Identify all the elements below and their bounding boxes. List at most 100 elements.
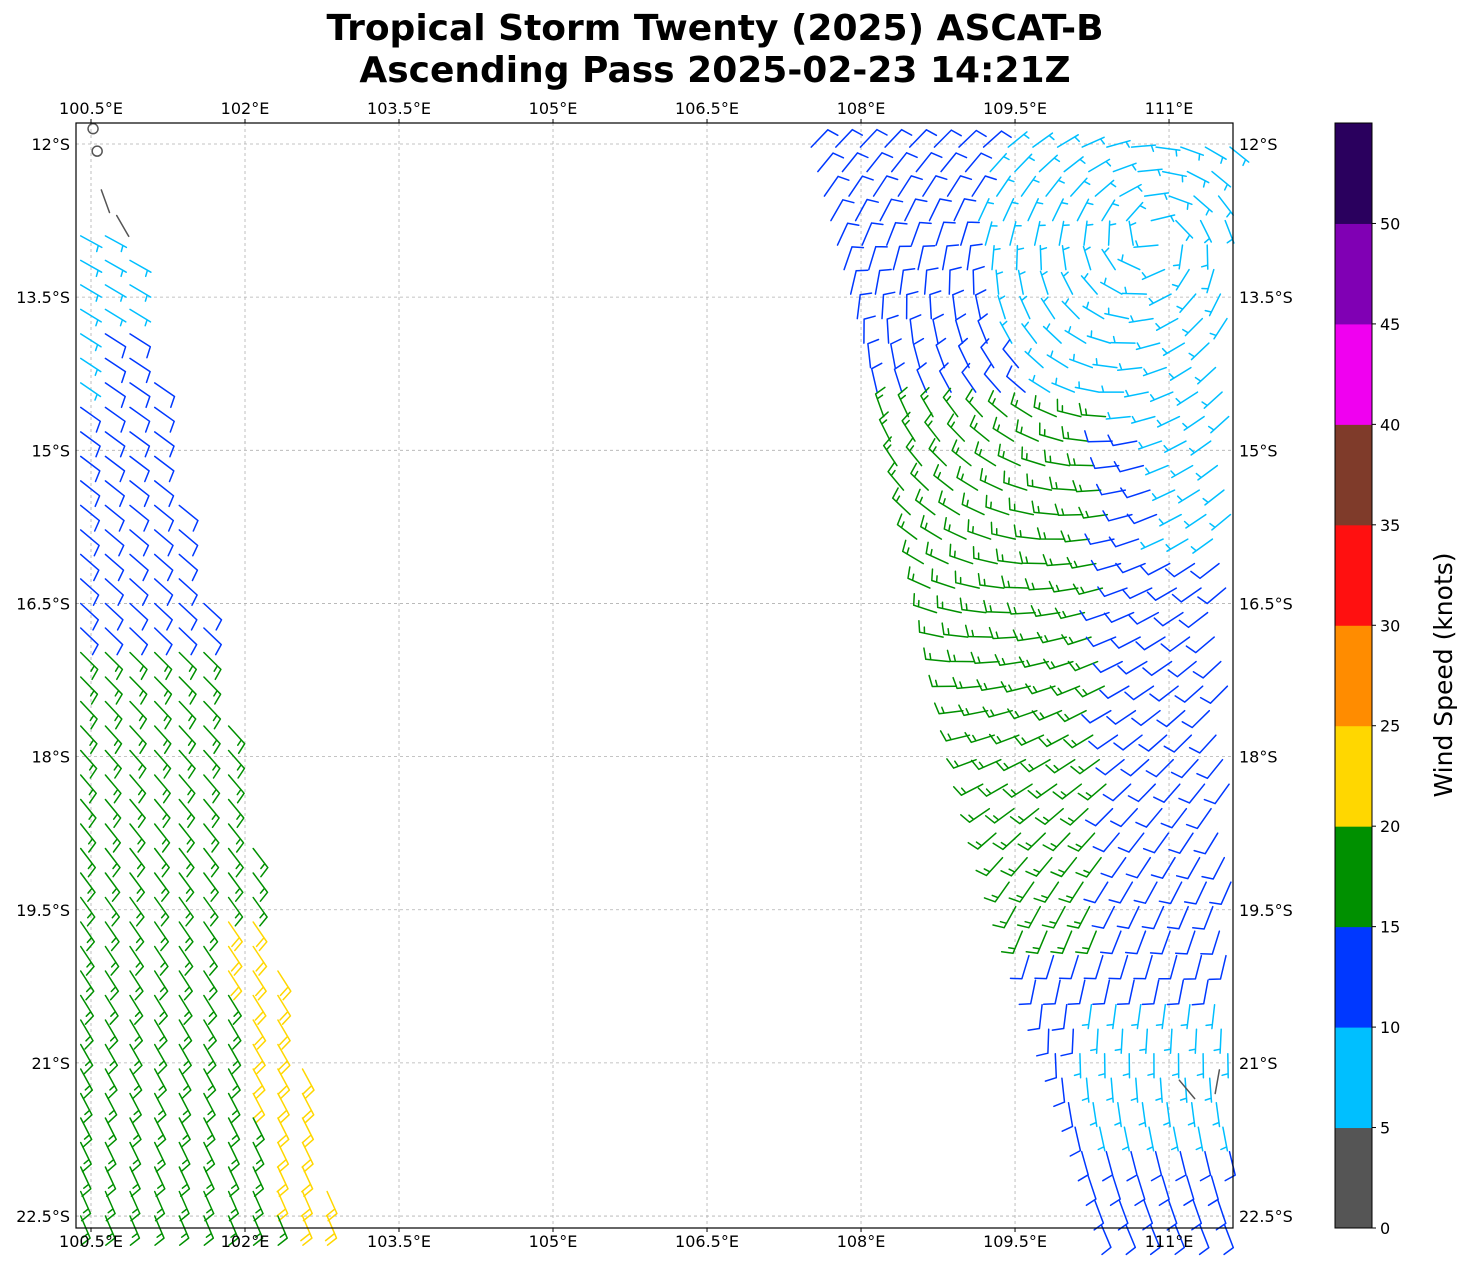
wind-barb: [153, 504, 175, 532]
colorbar-tick-label: 5: [1380, 1119, 1390, 1138]
wind-barb: [1149, 930, 1171, 955]
wind-barb: [1058, 881, 1084, 904]
wind-barb: [1158, 513, 1182, 527]
wind-barb: [881, 291, 896, 320]
wind-barb: [79, 1117, 93, 1148]
wind-barb: [1133, 240, 1159, 249]
wind-barb: [300, 1215, 313, 1246]
wind-barb: [1024, 578, 1054, 591]
wind-barb: [129, 308, 152, 327]
wind-barbs: [79, 122, 1250, 1256]
wind-barb: [836, 222, 860, 246]
wind-barb: [178, 749, 196, 779]
wind-barb: [1178, 783, 1206, 804]
wind-barb: [277, 970, 292, 1001]
wind-barb: [1061, 634, 1092, 646]
wind-barb: [1006, 365, 1026, 393]
wind-barb: [1124, 930, 1147, 955]
wind-barb: [79, 480, 101, 508]
wind-barb: [960, 807, 991, 823]
wind-barb: [178, 921, 194, 952]
wind-barb: [974, 441, 997, 467]
wind-barb: [967, 832, 997, 850]
wind-barb: [104, 700, 123, 730]
wind-barb: [996, 175, 1015, 197]
wind-barb: [1138, 734, 1168, 752]
wind-barb: [1038, 422, 1064, 442]
wind-barb: [129, 259, 152, 278]
wind-barb: [276, 1166, 289, 1197]
wind-barb: [910, 462, 929, 491]
wind-barb: [227, 994, 242, 1025]
lat-tick-label-left: 21°S: [31, 1054, 70, 1073]
wind-barb: [1039, 270, 1049, 295]
wind-barb: [959, 597, 987, 614]
wind-barb: [1021, 446, 1046, 467]
wind-barb: [1080, 273, 1098, 295]
wind-barb: [1000, 681, 1031, 693]
wind-barb: [79, 872, 96, 902]
wind-barb: [1099, 685, 1130, 699]
wind-barb: [1100, 277, 1123, 295]
wind-barb: [1002, 339, 1020, 369]
wind-barb: [1172, 244, 1184, 270]
wind-barb: [835, 128, 864, 148]
wind-barb: [252, 1117, 265, 1148]
wind-barb: [104, 259, 127, 278]
wind-barb: [129, 651, 148, 681]
wind-barb: [1003, 470, 1028, 491]
lat-tick-label-left: 19.5°S: [16, 901, 70, 920]
wind-barb: [178, 529, 199, 557]
wind-barb: [914, 488, 936, 516]
wind-barb: [1070, 177, 1091, 197]
lon-tick-label-bottom: 105°E: [529, 1232, 578, 1251]
wind-barb: [1155, 146, 1181, 157]
lat-tick-label-left: 16.5°S: [16, 594, 70, 613]
wind-barb: [904, 198, 928, 222]
wind-barb: [1192, 905, 1214, 930]
wind-barb: [1174, 1224, 1186, 1256]
wind-barb: [1009, 954, 1030, 980]
wind-barb: [277, 1117, 290, 1148]
wind-barb: [982, 706, 1013, 718]
wind-barb: [974, 289, 987, 320]
lon-tick-label-bottom: 102°E: [221, 1232, 270, 1251]
wind-barb: [1153, 783, 1181, 803]
wind-barb: [1139, 562, 1171, 576]
wind-barb: [843, 246, 865, 271]
wind-barb: [936, 595, 962, 614]
wind-barb: [1043, 658, 1074, 670]
wind-barb: [931, 568, 956, 589]
wind-barb: [227, 872, 244, 902]
wind-barb: [976, 679, 1007, 691]
wind-barb: [854, 198, 879, 222]
wind-barb: [252, 945, 268, 976]
wind-barb: [1163, 1028, 1173, 1054]
wind-barb: [1077, 1150, 1089, 1182]
wind-barb: [153, 553, 174, 582]
wind-barb: [1171, 268, 1190, 291]
colorbar-segment: [1335, 424, 1372, 526]
wind-barb: [129, 504, 150, 532]
wind-barb: [203, 651, 222, 681]
wind-barb: [1097, 1126, 1106, 1152]
wind-barb: [1175, 219, 1194, 242]
wind-barb: [1105, 411, 1131, 420]
wind-barb: [1175, 391, 1199, 406]
wind-barb: [227, 847, 244, 878]
wind-barb: [1060, 271, 1074, 295]
wind-barb: [1140, 538, 1164, 550]
wind-barb: [1015, 244, 1025, 271]
wind-barb: [1191, 1199, 1203, 1231]
wind-barb: [153, 431, 175, 458]
wind-barb: [918, 620, 944, 638]
wind-barb: [1001, 575, 1030, 589]
wind-barb: [957, 337, 970, 369]
wind-barb: [995, 269, 1004, 295]
colorbar-tick-label: 45: [1380, 315, 1400, 334]
wind-barb: [1150, 214, 1176, 223]
wind-barb: [178, 553, 199, 582]
colorbar-tick-label: 15: [1380, 918, 1400, 937]
wind-barb: [979, 468, 1003, 491]
lat-tick-label-right: 16.5°S: [1239, 594, 1293, 613]
